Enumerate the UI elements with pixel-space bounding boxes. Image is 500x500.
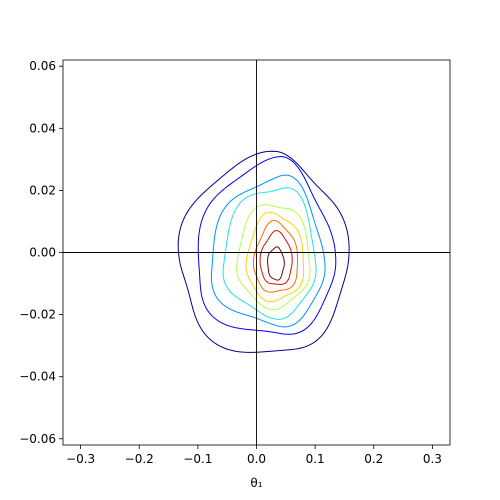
contour-level-5: [236, 204, 311, 311]
reference-lines: [63, 60, 450, 445]
contour-level-6: [245, 211, 305, 303]
contour-level-7: [252, 219, 299, 293]
contour-layer: [177, 150, 350, 353]
x-tick-label: 0.0: [247, 452, 266, 466]
x-tick-label: −0.3: [66, 452, 95, 466]
contour-level-3: [210, 174, 326, 328]
x-axis-label: θ₁: [250, 476, 262, 490]
x-axis: −0.3 −0.2 −0.1 0.0 0.1 0.2 0.3: [66, 445, 442, 466]
contour-level-8: [259, 230, 293, 285]
y-tick-label: 0.00: [29, 246, 56, 260]
y-axis: −0.06 −0.04 −0.02 0.00 0.02 0.04 0.06: [19, 59, 63, 446]
y-tick-label: 0.02: [29, 183, 56, 197]
y-tick-label: 0.04: [29, 121, 56, 135]
contour-level-9: [267, 246, 285, 281]
contour-level-1: [177, 150, 350, 353]
x-tick-label: −0.2: [125, 452, 154, 466]
plot-frame: [62, 59, 451, 446]
x-tick-label: −0.1: [183, 452, 212, 466]
y-tick-label: −0.02: [19, 308, 56, 322]
x-tick-label: 0.2: [364, 452, 383, 466]
contour-level-4: [222, 187, 317, 320]
y-tick-label: 0.06: [29, 59, 56, 73]
x-tick-label: 0.1: [306, 452, 325, 466]
x-tick-label: 0.3: [423, 452, 442, 466]
y-tick-label: −0.06: [19, 432, 56, 446]
contour-level-2: [197, 156, 337, 335]
y-tick-label: −0.04: [19, 370, 56, 384]
